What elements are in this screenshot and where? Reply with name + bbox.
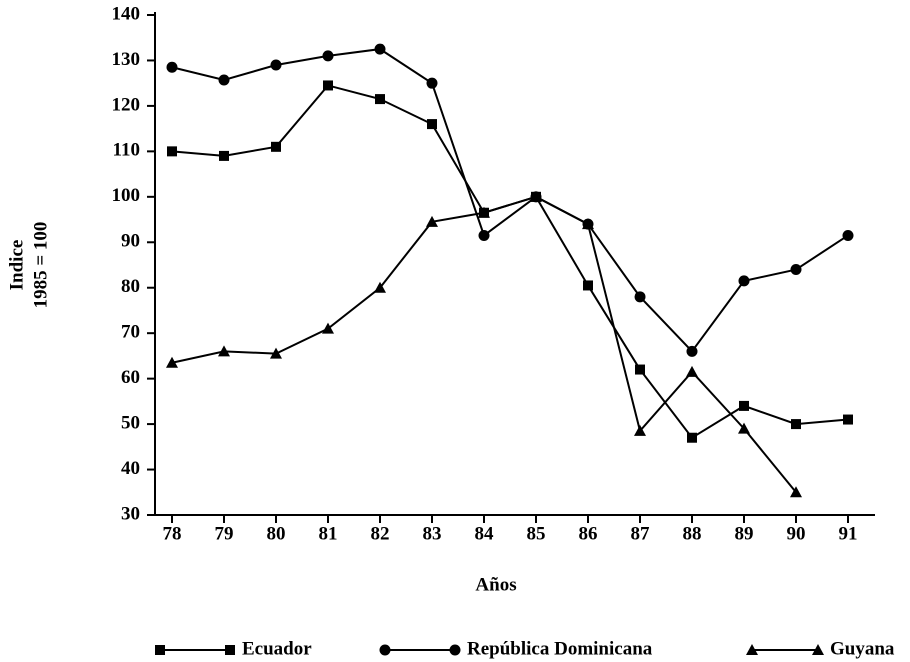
- marker: [375, 94, 385, 105]
- marker: [427, 119, 437, 130]
- marker: [270, 347, 282, 359]
- marker: [379, 644, 391, 656]
- marker: [746, 644, 758, 655]
- x-tick-label: 78: [163, 523, 182, 544]
- y-axis-label: 1985 = 100: [30, 222, 51, 309]
- y-axis-label: Indice: [6, 240, 27, 291]
- x-tick-label: 87: [631, 523, 651, 544]
- marker: [374, 43, 386, 55]
- marker: [790, 486, 802, 498]
- marker: [812, 644, 824, 655]
- marker: [374, 281, 386, 293]
- marker: [583, 280, 593, 291]
- marker: [218, 345, 230, 357]
- marker: [634, 291, 646, 303]
- marker: [166, 356, 178, 368]
- y-tick-label: 130: [112, 49, 141, 70]
- marker: [426, 215, 438, 227]
- marker: [426, 77, 438, 89]
- marker: [790, 264, 802, 276]
- y-tick-label: 50: [121, 412, 140, 433]
- legend-label: Guyana: [830, 638, 895, 659]
- marker: [323, 80, 333, 91]
- y-tick-label: 40: [121, 458, 140, 479]
- y-tick-label: 70: [121, 322, 140, 343]
- marker: [322, 322, 334, 334]
- x-tick-label: 80: [267, 523, 286, 544]
- marker: [478, 229, 490, 241]
- marker: [478, 206, 490, 218]
- marker: [686, 365, 698, 377]
- x-tick-label: 91: [839, 523, 858, 544]
- series-line: [171, 195, 797, 493]
- marker: [271, 141, 281, 152]
- x-axis-label: Años: [475, 574, 516, 595]
- x-tick-label: 90: [787, 523, 806, 544]
- x-tick-label: 86: [579, 523, 598, 544]
- marker: [738, 275, 750, 287]
- x-tick-label: 81: [319, 523, 338, 544]
- y-tick-label: 140: [112, 3, 141, 24]
- x-tick-label: 89: [735, 523, 754, 544]
- marker: [166, 61, 178, 73]
- marker: [582, 218, 594, 230]
- x-tick-label: 88: [683, 523, 702, 544]
- x-tick-label: 83: [423, 523, 442, 544]
- marker: [842, 229, 854, 241]
- y-tick-label: 80: [121, 276, 140, 297]
- marker: [449, 644, 461, 656]
- marker: [225, 645, 235, 655]
- marker: [791, 419, 801, 430]
- marker: [687, 432, 697, 443]
- x-tick-label: 79: [215, 523, 234, 544]
- marker: [218, 74, 230, 86]
- marker: [843, 414, 853, 425]
- marker: [686, 345, 698, 357]
- marker: [270, 59, 282, 71]
- y-tick-label: 30: [121, 503, 140, 524]
- marker: [739, 400, 749, 411]
- marker: [530, 190, 542, 202]
- y-tick-label: 60: [121, 367, 140, 388]
- marker: [635, 364, 645, 375]
- marker: [322, 50, 334, 62]
- y-tick-label: 90: [121, 231, 140, 252]
- x-tick-label: 82: [371, 523, 390, 544]
- series-line: [171, 84, 849, 440]
- x-tick-label: 84: [475, 523, 495, 544]
- legend-label: República Dominicana: [467, 638, 653, 659]
- marker: [167, 146, 177, 157]
- y-tick-label: 110: [113, 140, 140, 161]
- marker: [634, 424, 646, 436]
- y-tick-label: 120: [112, 94, 141, 115]
- marker: [738, 422, 750, 434]
- legend-label: Ecuador: [242, 638, 312, 659]
- marker: [155, 645, 165, 655]
- series-line: [171, 48, 849, 353]
- x-tick-label: 85: [527, 523, 546, 544]
- y-tick-label: 100: [112, 185, 141, 206]
- marker: [219, 150, 229, 161]
